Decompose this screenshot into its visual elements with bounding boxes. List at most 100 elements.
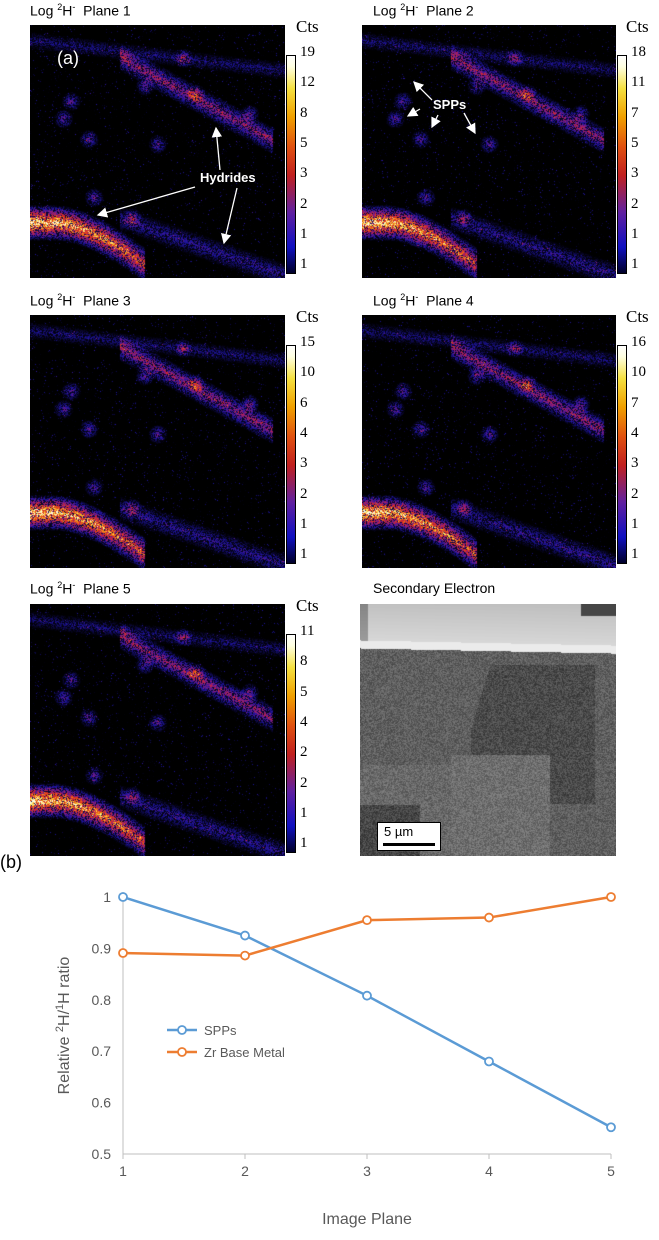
colorbar-tick-label: 7 (631, 104, 639, 121)
series-line-0 (122, 895, 612, 1129)
y-tick-label: 0.6 (92, 1095, 112, 1111)
legend-swatch-marker (177, 1025, 187, 1035)
data-point (240, 950, 250, 961)
data-point (362, 990, 372, 1001)
x-tick-label: 1 (119, 1163, 127, 1179)
colorbar-title: Cts (296, 596, 319, 615)
panel-title: Log 2H- Plane 1 (30, 2, 131, 19)
data-point (118, 948, 128, 958)
x-tick-label: 3 (363, 1163, 371, 1179)
colorbar-title: Cts (626, 307, 649, 326)
colorbar-tick-label: 3 (300, 165, 308, 182)
colorbar-tick-label: 1 (300, 515, 308, 532)
hydrogen-map-image (362, 315, 616, 568)
y-axis-label-part: 2 (54, 1026, 66, 1032)
y-axis-label-part: Relative (56, 1032, 73, 1094)
colorbar-tick-label: 8 (300, 104, 308, 121)
y-axis-label-part: 1 (54, 1004, 66, 1010)
data-point (118, 892, 128, 902)
colorbar-tick-label: 1 (631, 225, 639, 242)
colorbar-tick-label: 1 (631, 256, 639, 273)
colorbar-tick-label: 16 (631, 334, 646, 350)
y-tick-label: 0.7 (92, 1043, 112, 1059)
legend-swatch-marker (177, 1047, 187, 1057)
y-tick-label: 1 (103, 889, 111, 905)
legend-label: Zr Base Metal (204, 1045, 285, 1060)
data-point (606, 892, 616, 902)
data-point (484, 1056, 494, 1067)
panel-title: Log 2H- Plane 3 (30, 292, 131, 309)
hydrogen-map-image (30, 315, 285, 568)
colorbar-tick-label: 1 (631, 515, 639, 532)
colorbar-tick-label: 3 (631, 165, 639, 182)
colorbar-tick-label: 5 (631, 134, 639, 151)
colorbar-tick-label: 6 (300, 394, 308, 411)
series-line-1 (122, 895, 612, 957)
colorbar-tick-label: 1 (300, 256, 308, 273)
panel-title: Log 2H- Plane 4 (373, 292, 474, 309)
panel-title: Log 2H- Plane 2 (373, 2, 474, 19)
spps-annotation: SPPs (433, 97, 467, 112)
scalebar: 5 µm (377, 822, 441, 851)
data-point (362, 915, 372, 926)
colorbar-tick-label: 5 (300, 683, 308, 700)
colorbar-tick-label: 4 (631, 424, 639, 441)
colorbar-tick-label: 18 (631, 44, 646, 60)
secondary-electron-image (360, 604, 616, 856)
panel-title: Secondary Electron (373, 580, 496, 596)
colorbar (286, 634, 296, 853)
colorbar (286, 345, 296, 564)
y-axis-label-part: H ratio (56, 957, 73, 1004)
colorbar-tick-label: 2 (300, 485, 308, 502)
colorbar-title: Cts (626, 17, 649, 36)
colorbar-tick-label: 2 (631, 195, 639, 212)
colorbar-tick-label: 11 (631, 74, 646, 91)
colorbar-tick-label: 2 (300, 195, 308, 212)
y-axis-label-part: H/ (56, 1009, 73, 1026)
colorbar-tick-label: 4 (300, 713, 308, 730)
colorbar-tick-label: 2 (300, 744, 308, 761)
colorbar-title: Cts (296, 17, 319, 36)
colorbar-tick-label: 10 (300, 364, 315, 381)
panel-title: Log 2H- Plane 5 (30, 580, 131, 597)
colorbar-tick-label: 3 (631, 455, 639, 472)
colorbar-tick-label: 4 (300, 424, 308, 441)
data-point (606, 1122, 616, 1133)
x-tick-label: 5 (607, 1163, 615, 1179)
colorbar-tick-label: 8 (300, 653, 308, 670)
hydrides-annotation: Hydrides (200, 170, 256, 185)
colorbar-tick-label: 3 (300, 455, 308, 472)
data-point (240, 930, 250, 941)
colorbar-tick-label: 15 (300, 334, 315, 350)
x-tick-label: 4 (485, 1163, 493, 1179)
colorbar-tick-label: 1 (300, 835, 308, 852)
x-axis-label: Image Plane (322, 1211, 412, 1228)
data-point (484, 912, 494, 923)
legend-label: SPPs (204, 1023, 237, 1038)
annotation-arrows (406, 81, 476, 135)
colorbar (286, 55, 296, 274)
annotation-arrows (96, 126, 238, 245)
x-tick-label: 2 (241, 1163, 249, 1179)
panel-label-a: (a) (57, 48, 79, 68)
hydrogen-map-image (30, 604, 285, 856)
colorbar-tick-label: 5 (300, 134, 308, 151)
colorbar-tick-label: 2 (631, 485, 639, 502)
scalebar-line (383, 843, 435, 846)
colorbar-tick-label: 7 (631, 394, 639, 411)
colorbar-tick-label: 11 (300, 623, 315, 639)
colorbar-tick-label: 2 (300, 774, 308, 791)
colorbar-tick-label: 1 (300, 804, 308, 821)
scalebar-label: 5 µm (384, 824, 414, 839)
colorbar (617, 55, 627, 274)
colorbar-tick-label: 12 (300, 74, 315, 91)
panel-label-b: (b) (0, 852, 22, 872)
y-tick-label: 0.5 (92, 1146, 112, 1162)
colorbar-tick-label: 1 (300, 546, 308, 563)
colorbar-tick-label: 1 (300, 225, 308, 242)
y-axis-label: Relative 2H/1H ratio (54, 957, 73, 1095)
colorbar-tick-label: 19 (300, 44, 315, 60)
y-tick-label: 0.8 (92, 992, 112, 1008)
hydrogen-map-image (362, 25, 616, 278)
